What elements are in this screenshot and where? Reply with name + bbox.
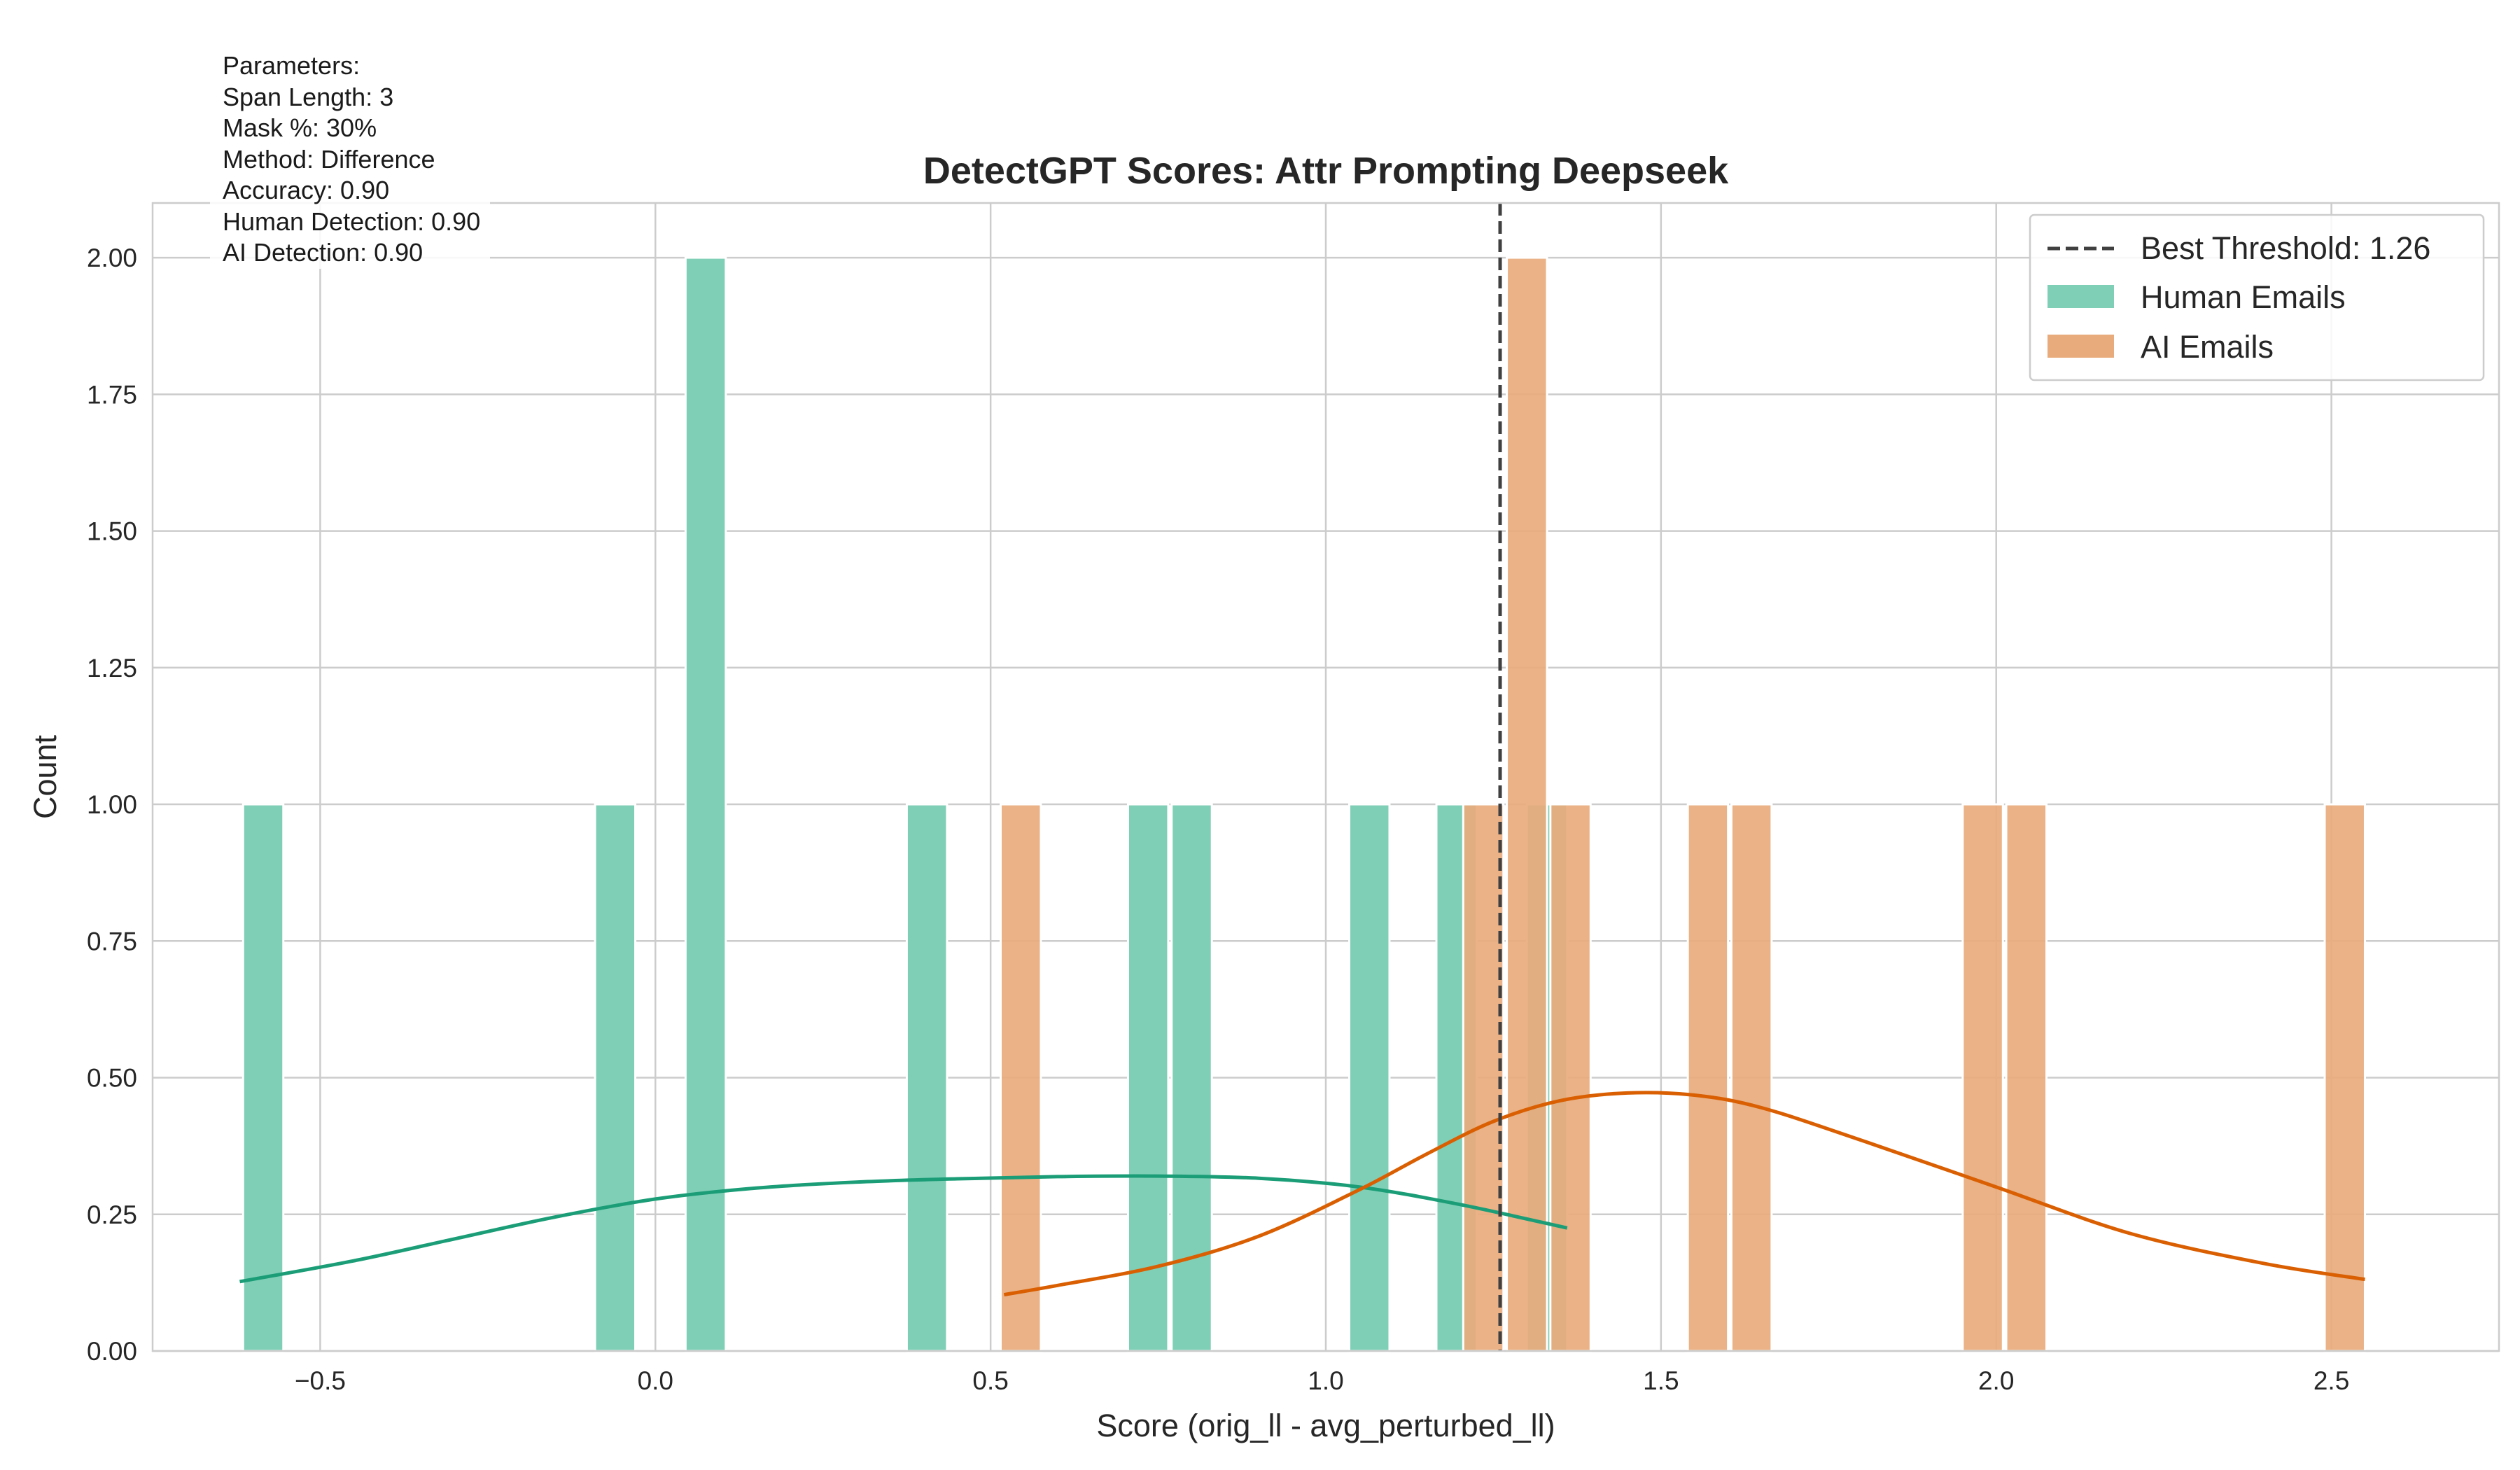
plot-frame <box>151 202 2500 1352</box>
y-tick-label: 0.50 <box>87 1064 137 1093</box>
y-tick-label: 0.00 <box>87 1337 137 1366</box>
x-tick-label: −0.5 <box>295 1366 346 1395</box>
chart-title: DetectGPT Scores: Attr Prompting Deepsee… <box>923 150 1729 192</box>
param-accuracy: Accuracy: 0.90 <box>223 176 390 204</box>
human-bars <box>241 256 1569 1352</box>
param-ai-detection: AI Detection: 0.90 <box>223 238 424 267</box>
human-kde-curve <box>239 1174 1568 1284</box>
ai-bar <box>1730 803 1773 1352</box>
human-bar <box>241 803 285 1352</box>
human-bar <box>1170 803 1213 1352</box>
human-bar <box>905 803 948 1352</box>
parameters-box: Parameters: Span Length: 3 Mask %: 30% M… <box>210 50 491 269</box>
ai-bar <box>1000 803 1042 1352</box>
ai-bar <box>1506 256 1548 1352</box>
x-axis-label: Score (orig_ll - avg_perturbed_ll) <box>1096 1408 1555 1443</box>
y-tick-label: 0.75 <box>87 927 137 955</box>
y-tick-label: 0.25 <box>87 1200 137 1229</box>
parameters-heading: Parameters: <box>223 51 360 80</box>
ai-bar <box>1686 803 1730 1352</box>
x-tick-label: 1.0 <box>1308 1366 1343 1395</box>
x-tick-label: 0.0 <box>638 1366 673 1395</box>
ai-bar <box>2323 803 2366 1352</box>
ai-bars <box>1000 256 2366 1352</box>
ai-bar <box>1961 803 2004 1352</box>
param-method: Method: Difference <box>223 144 435 174</box>
legend-ai-label: AI Emails <box>2141 329 2274 365</box>
x-tick-label: 1.5 <box>1643 1366 1679 1395</box>
ticks: 0.00 0.25 0.50 0.75 1.00 1.25 1.50 1.75 2.00 −0.5… <box>87 244 2349 1395</box>
x-tick-label: 0.5 <box>972 1366 1008 1395</box>
y-tick-label: 1.75 <box>87 380 137 409</box>
grid <box>153 203 2499 1352</box>
param-mask-percent: Mask %: 30% <box>223 113 377 142</box>
param-human-detection: Human Detection: 0.90 <box>223 206 481 236</box>
legend-ai-swatch <box>2047 335 2114 358</box>
ai-kde-curve <box>1003 1091 2365 1297</box>
legend-human-label: Human Emails <box>2141 279 2346 315</box>
x-tick-label: 2.0 <box>1978 1366 2014 1395</box>
human-bar <box>1348 803 1391 1352</box>
human-bar <box>684 256 727 1352</box>
ai-bar <box>1549 803 1592 1352</box>
y-tick-label: 1.50 <box>87 517 137 546</box>
ai-bar <box>1462 803 1505 1352</box>
kde-curves <box>239 1091 2365 1297</box>
x-tick-label: 2.5 <box>2314 1366 2349 1395</box>
y-tick-label: 1.00 <box>87 790 137 819</box>
ai-bar <box>2005 803 2048 1352</box>
y-tick-label: 1.25 <box>87 654 137 682</box>
legend-box <box>2029 214 2485 382</box>
y-axis-label: Count <box>27 734 63 819</box>
param-span-length: Span Length: 3 <box>223 82 394 111</box>
legend-threshold-label: Best Threshold: 1.26 <box>2141 230 2430 266</box>
legend-human-swatch <box>2047 285 2114 308</box>
human-bar <box>594 803 637 1352</box>
y-tick-label: 2.00 <box>87 244 137 272</box>
legend: Best Threshold: 1.26 Human Emails AI Ema… <box>2029 214 2485 382</box>
human-bar <box>1126 803 1170 1352</box>
